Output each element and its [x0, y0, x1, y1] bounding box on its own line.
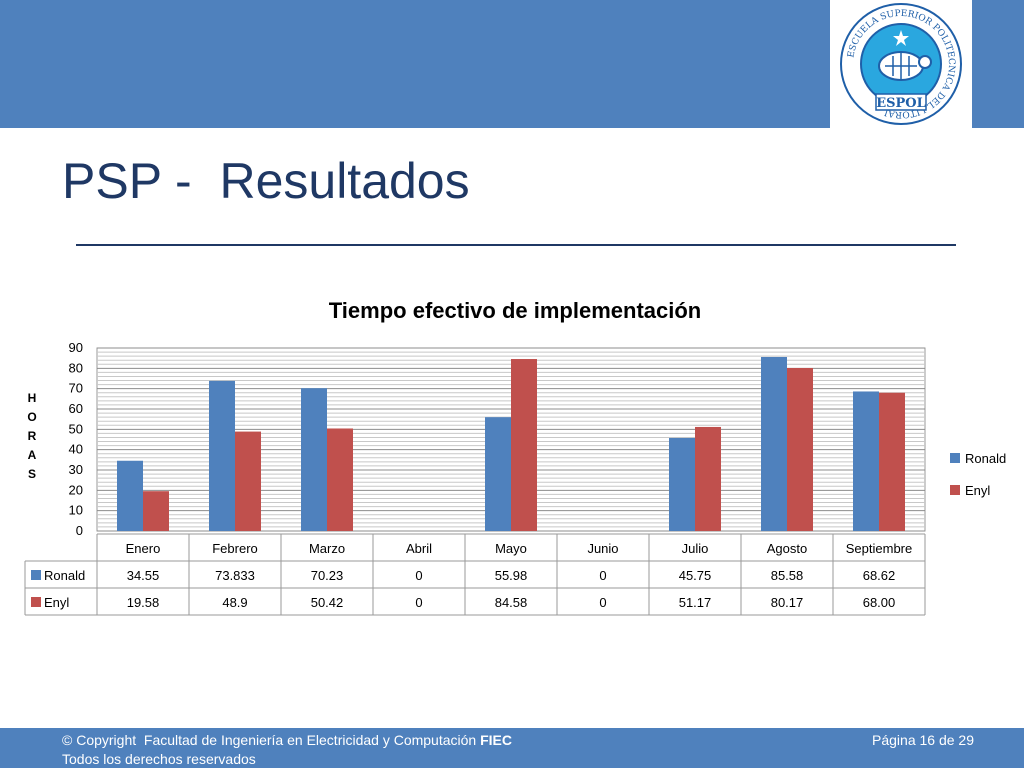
y-tick-label: 10	[69, 503, 83, 518]
y-axis-label-letter: O	[27, 410, 36, 424]
legend-key-enyl	[950, 485, 960, 495]
legend-label: Ronald	[965, 451, 1006, 466]
bar-enyl	[787, 367, 813, 531]
bar-enyl	[879, 392, 905, 531]
x-tick-label: Septiembre	[846, 541, 912, 556]
y-tick-label: 30	[69, 462, 83, 477]
bar-enyl	[143, 491, 169, 531]
espol-logo: ESCUELA SUPERIOR POLITECNICA DEL LITORAL…	[830, 0, 972, 128]
data-label: 68.00	[863, 595, 896, 610]
data-label: 51.17	[679, 595, 712, 610]
data-label: 50.42	[311, 595, 344, 610]
x-tick-label: Abril	[406, 541, 432, 556]
bar-ronald	[485, 417, 511, 531]
data-label: 55.98	[495, 568, 528, 583]
y-tick-label: 50	[69, 421, 83, 436]
page-title: PSP - Resultados	[62, 153, 470, 209]
page-number: Página 16 de 29	[872, 732, 974, 748]
y-axis-label-letter: S	[28, 467, 36, 481]
bar-ronald	[669, 437, 695, 531]
footer-copyright: © Copyright Facultad de Ingeniería en El…	[62, 732, 512, 748]
data-label: 0	[599, 595, 606, 610]
logo-name: ESPOL	[876, 96, 926, 111]
x-tick-label: Marzo	[309, 541, 345, 556]
data-label: 34.55	[127, 568, 160, 583]
y-tick-label: 70	[69, 381, 83, 396]
data-label: 84.58	[495, 595, 528, 610]
bar-chart: Tiempo efectivo de implementación 0 10 20 30…	[24, 298, 1006, 616]
data-label: 0	[415, 568, 422, 583]
bar-ronald	[209, 380, 235, 531]
data-label: 73.833	[215, 568, 255, 583]
bar-ronald	[761, 356, 787, 531]
y-tick-label: 90	[69, 340, 83, 355]
y-tick-label: 0	[76, 523, 83, 538]
table-series-name: Enyl	[44, 595, 69, 610]
y-tick-label: 60	[69, 401, 83, 416]
bar-enyl	[327, 428, 353, 531]
y-axis-label-letter: R	[28, 429, 37, 443]
data-label: 19.58	[127, 595, 160, 610]
bar-ronald	[117, 460, 143, 531]
data-label: 0	[599, 568, 606, 583]
table-key-ronald	[31, 570, 41, 580]
bar-enyl	[235, 431, 261, 531]
footer-bar: © Copyright Facultad de Ingeniería en El…	[0, 728, 1024, 768]
x-tick-label: Junio	[587, 541, 618, 556]
data-label: 0	[415, 595, 422, 610]
x-tick-label: Mayo	[495, 541, 527, 556]
x-tick-label: Julio	[682, 541, 709, 556]
data-label: 80.17	[771, 595, 804, 610]
data-label: 45.75	[679, 568, 712, 583]
legend-key-ronald	[950, 453, 960, 463]
bar-ronald	[301, 388, 327, 531]
footer-faculty-abbr: FIEC	[480, 732, 512, 748]
bar-ronald	[853, 391, 879, 531]
espol-seal-icon: ESCUELA SUPERIOR POLITECNICA DEL LITORAL…	[840, 3, 962, 125]
data-label: 68.62	[863, 568, 896, 583]
y-axis-label-letter: A	[28, 448, 37, 462]
data-label: 48.9	[222, 595, 247, 610]
x-tick-label: Agosto	[767, 541, 807, 556]
legend-label: Enyl	[965, 483, 990, 498]
table-key-enyl	[31, 597, 41, 607]
bar-enyl	[511, 359, 537, 531]
y-tick-label: 80	[69, 360, 83, 375]
footer-copyright-text: © Copyright Facultad de Ingeniería en El…	[62, 732, 481, 748]
bar-enyl	[695, 426, 721, 531]
data-label: 85.58	[771, 568, 804, 583]
y-tick-label: 40	[69, 442, 83, 457]
table-series-name: Ronald	[44, 568, 85, 583]
footer-rights: Todos los derechos reservados	[62, 751, 256, 767]
y-tick-label: 20	[69, 482, 83, 497]
x-tick-label: Febrero	[212, 541, 258, 556]
x-tick-label: Enero	[126, 541, 161, 556]
data-label: 70.23	[311, 568, 344, 583]
chart-title: Tiempo efectivo de implementación	[329, 298, 701, 323]
y-axis-label-letter: H	[28, 391, 37, 405]
title-divider	[76, 244, 956, 246]
